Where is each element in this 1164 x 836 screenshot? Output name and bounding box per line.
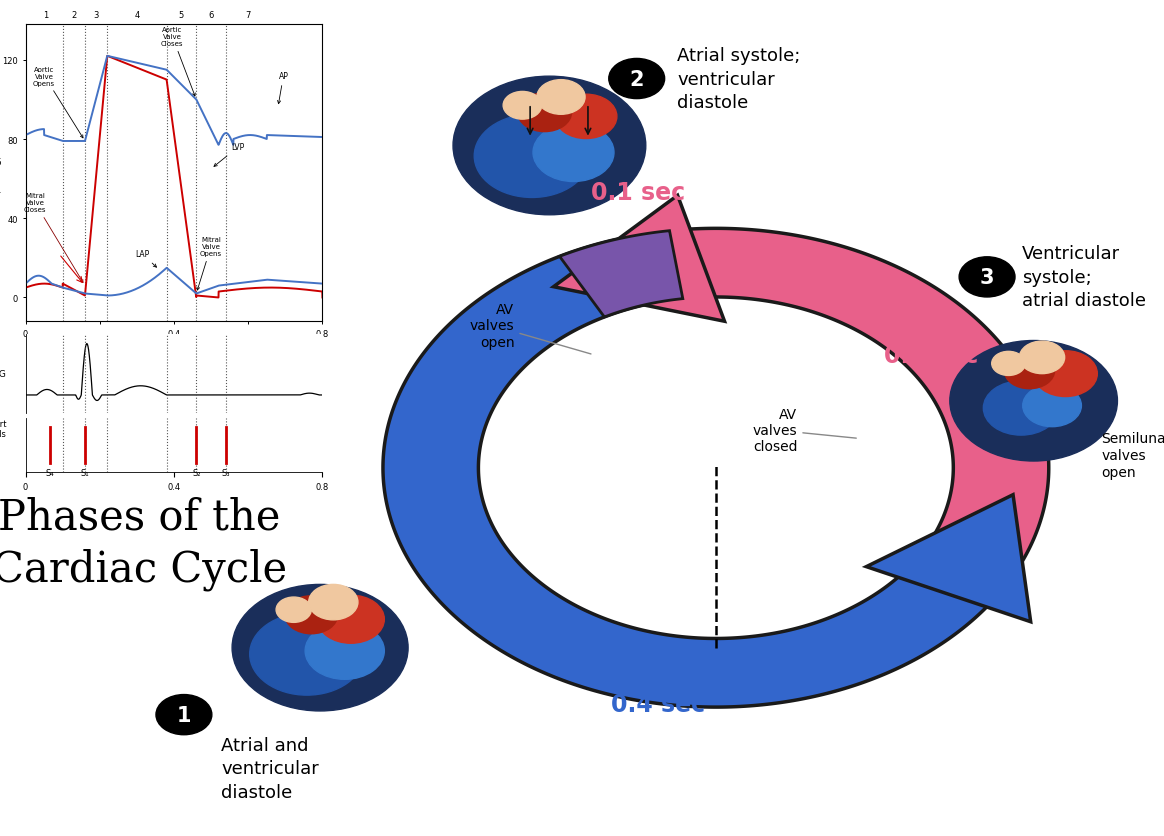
Circle shape (308, 584, 359, 620)
Circle shape (992, 352, 1025, 376)
Circle shape (959, 257, 1015, 298)
Circle shape (1023, 385, 1081, 427)
Text: Atrial systole;
ventricular
diastole: Atrial systole; ventricular diastole (677, 47, 801, 112)
Text: Aortic
Valve
Closes: Aortic Valve Closes (161, 27, 196, 97)
Text: Semilunar
valves
open: Semilunar valves open (1101, 431, 1164, 480)
Circle shape (518, 94, 572, 132)
Text: ECG: ECG (0, 370, 6, 379)
Text: S₄: S₄ (45, 469, 54, 477)
Circle shape (318, 595, 384, 644)
Circle shape (984, 381, 1059, 436)
Text: Heart
Sounds: Heart Sounds (0, 419, 6, 439)
Text: 1: 1 (177, 705, 191, 725)
Circle shape (474, 115, 590, 198)
Text: S₃: S₃ (221, 469, 230, 477)
Circle shape (483, 301, 949, 635)
Text: AP: AP (277, 72, 289, 104)
Text: LAP: LAP (135, 250, 156, 268)
Circle shape (609, 59, 665, 99)
Text: S₂: S₂ (192, 469, 200, 477)
Circle shape (1020, 342, 1065, 375)
Circle shape (276, 598, 311, 623)
Circle shape (1005, 353, 1055, 390)
Circle shape (453, 77, 646, 216)
Circle shape (537, 80, 585, 115)
Polygon shape (866, 495, 1030, 622)
Polygon shape (630, 229, 1049, 569)
Circle shape (305, 623, 384, 680)
Text: Phases of the
Cardiac Cycle: Phases of the Cardiac Cycle (0, 497, 288, 590)
Circle shape (555, 95, 617, 140)
X-axis label: Seconds: Seconds (154, 340, 194, 349)
Circle shape (533, 125, 613, 182)
Polygon shape (383, 237, 1017, 707)
Text: Mitral
Valve
Closes: Mitral Valve Closes (23, 193, 83, 283)
Text: AV
valves
closed: AV valves closed (753, 407, 857, 454)
Text: Mitral
Valve
Opens: Mitral Valve Opens (197, 237, 222, 291)
Text: Semilunar
valves
closed: Semilunar valves closed (204, 364, 274, 413)
Text: Atrial and
ventricular
diastole: Atrial and ventricular diastole (221, 736, 319, 801)
Text: LVP: LVP (214, 143, 244, 167)
Polygon shape (554, 196, 724, 322)
Text: 3: 3 (980, 268, 994, 288)
Text: Ventricular
systole;
atrial diastole: Ventricular systole; atrial diastole (1022, 245, 1147, 310)
Text: Aortic
Valve
Opens: Aortic Valve Opens (33, 67, 83, 139)
Text: 0.1 sec: 0.1 sec (591, 181, 684, 204)
Circle shape (232, 584, 409, 711)
Text: AV
valves
open: AV valves open (470, 303, 591, 354)
Text: S₁: S₁ (80, 469, 90, 477)
Circle shape (1034, 351, 1098, 397)
Circle shape (285, 596, 338, 634)
Text: 0.3 sec: 0.3 sec (885, 344, 978, 367)
Polygon shape (560, 232, 683, 318)
Circle shape (503, 92, 541, 120)
Circle shape (156, 695, 212, 735)
Text: 2: 2 (630, 69, 644, 89)
Circle shape (250, 613, 364, 696)
Text: 0.4 sec: 0.4 sec (611, 692, 704, 716)
Circle shape (950, 341, 1117, 461)
